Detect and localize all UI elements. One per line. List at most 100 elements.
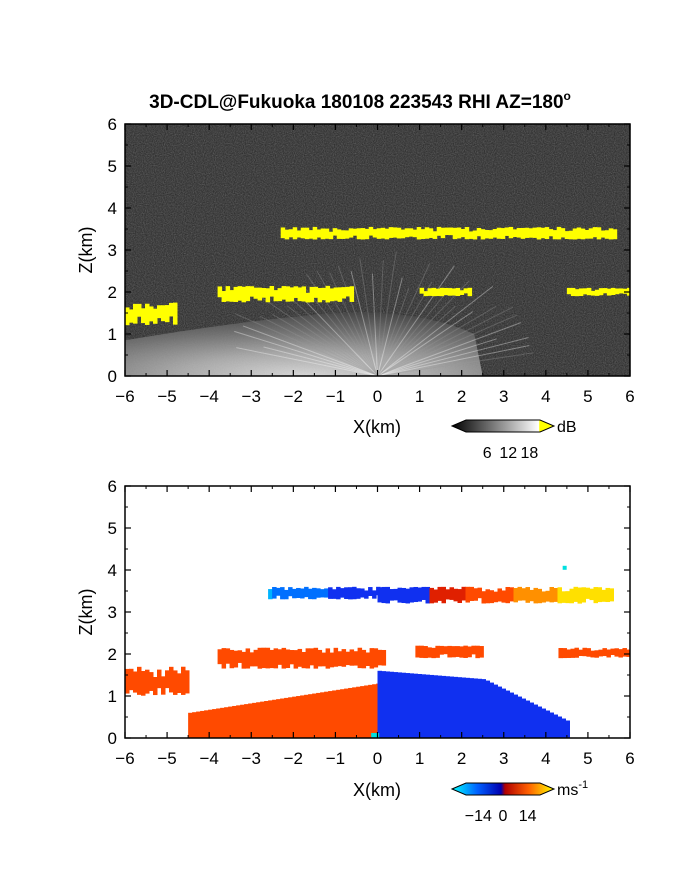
velocity-echo-cell: [609, 588, 614, 602]
velocity-echo-cell: [429, 587, 434, 604]
velocity-echo-cell: [381, 586, 386, 604]
velocity-echo-cell: [336, 586, 341, 600]
velocity-echo-cell: [439, 645, 444, 655]
velocity-echo-cell: [437, 586, 442, 601]
velocity-echo-cell: [324, 691, 329, 738]
velocity-echo-cell: [417, 673, 422, 738]
reflectivity-echo-cell: [468, 231, 474, 239]
reflectivity-echo-cell: [455, 287, 461, 297]
velocity-echo-cell: [292, 588, 297, 599]
reflectivity-radial-streak: [371, 273, 378, 376]
reflectivity-echo-cell: [157, 305, 162, 319]
velocity-echo-cell: [569, 588, 574, 604]
velocity-echo-cell: [332, 690, 337, 738]
reflectivity-echo-cell: [141, 308, 146, 324]
reflectivity-echo-cell: [292, 227, 298, 240]
velocity-echo-cell: [521, 588, 526, 601]
velocity-echo-cell: [225, 648, 231, 664]
reflectivity-echo-cell: [564, 231, 570, 240]
velocity-echo-cell: [240, 704, 245, 738]
velocity-echo-cell: [451, 646, 456, 658]
velocity-echo-cell: [304, 694, 309, 738]
reflectivity-echo-cell: [428, 228, 434, 238]
velocity-echo-cell: [277, 649, 283, 665]
velocity-echo-cell: [479, 646, 484, 658]
velocity-echo-cell: [593, 587, 598, 604]
velocity-echo-cell: [360, 686, 365, 738]
velocity-echo-cell: [333, 647, 339, 667]
reflectivity-echo-cell: [463, 288, 469, 294]
velocity-echo-cell: [369, 648, 375, 669]
velocity-echo-cell: [389, 589, 394, 601]
velocity-echo-cell: [297, 648, 303, 667]
reflectivity-echo-cell: [488, 230, 494, 239]
velocity-echo-cell: [353, 651, 359, 666]
reflectivity-echo-cell: [285, 286, 291, 302]
velocity-echo-cell: [272, 586, 277, 599]
velocity-echo-cell: [497, 686, 502, 738]
reflectivity-echo-cell: [396, 227, 402, 239]
reflectivity-echo-cell: [345, 286, 351, 297]
reflectivity-colorbar-bar: [450, 419, 556, 433]
reflectivity-echo-cell: [516, 228, 522, 238]
velocity-echo-cell: [212, 709, 217, 738]
reflectivity-echo-cell: [419, 287, 425, 294]
reflectivity-echo-cell: [600, 230, 606, 238]
reflectivity-echo-cell: [312, 226, 318, 240]
reflectivity-echo-cell: [608, 228, 614, 240]
reflectivity-echo-cell: [456, 227, 462, 239]
reflectivity-echo-cell: [337, 287, 343, 302]
reflectivity-echo-cell: [317, 288, 323, 303]
velocity-echo-cell: [337, 651, 343, 667]
reflectivity-radial-streak: [377, 322, 522, 376]
reflectivity-echo-cell: [161, 305, 166, 322]
reflectivity-radial-streak: [272, 313, 378, 376]
reflectivity-echo-cell: [574, 289, 580, 297]
velocity-echo-cell: [471, 645, 476, 655]
reflectivity-radial-streak: [236, 347, 378, 376]
reflectivity-xtick-label: −6: [115, 387, 134, 406]
reflectivity-radial-streak: [259, 315, 378, 376]
velocity-xtick-label: 0: [373, 749, 382, 768]
velocity-ytick-label: 4: [108, 561, 117, 580]
velocity-echo-cell: [558, 648, 563, 659]
velocity-echo-cell: [549, 712, 554, 738]
reflectivity-echo-cell: [447, 288, 453, 296]
velocity-echo-cell: [161, 676, 166, 695]
velocity-echo-cell: [405, 588, 410, 604]
velocity-echo-cell: [557, 587, 562, 604]
reflectivity-echo-cell: [423, 291, 429, 297]
reflectivity-echo-cell: [341, 287, 347, 299]
reflectivity-echo-cell: [420, 229, 426, 240]
reflectivity-radial-streak: [234, 330, 378, 376]
reflectivity-echo-cell: [225, 286, 231, 302]
velocity-echo-cell: [565, 591, 570, 604]
velocity-echo-cell: [469, 678, 474, 738]
velocity-echo-cell: [433, 675, 438, 738]
velocity-echo-cell: [340, 689, 345, 738]
velocity-echo-cell: [308, 694, 313, 738]
reflectivity-layer-lower-layer-west: [125, 302, 178, 326]
velocity-echo-cell: [601, 589, 606, 602]
reflectivity-echo-cell: [376, 228, 382, 239]
velocity-origin-cell: [371, 732, 380, 738]
velocity-echo-cell: [467, 646, 472, 658]
velocity-echo-cell: [185, 670, 190, 694]
velocity-xtick-label: −1: [326, 749, 345, 768]
velocity-echo-cell: [585, 587, 590, 599]
velocity-echo-cell: [336, 689, 341, 738]
reflectivity-echo-cell: [344, 230, 350, 239]
velocity-xtick-label: 5: [583, 749, 592, 768]
velocity-xtick-label: 2: [457, 749, 466, 768]
velocity-echo-cell: [586, 648, 591, 657]
reflectivity-ytick-label: 6: [108, 115, 117, 134]
reflectivity-echo-cell: [340, 230, 346, 239]
reflectivity-echo-cell: [408, 228, 414, 237]
reflectivity-echo-cell: [431, 287, 437, 297]
velocity-echo-cell: [549, 586, 554, 603]
velocity-echo-cell: [453, 676, 458, 738]
velocity-echo-cell: [594, 650, 599, 658]
chart-title: 3D-CDL@Fukuoka 180108 223543 RHI AZ=180o: [149, 89, 571, 113]
reflectivity-echo-cell: [604, 230, 610, 239]
velocity-echo-cell: [489, 590, 494, 604]
